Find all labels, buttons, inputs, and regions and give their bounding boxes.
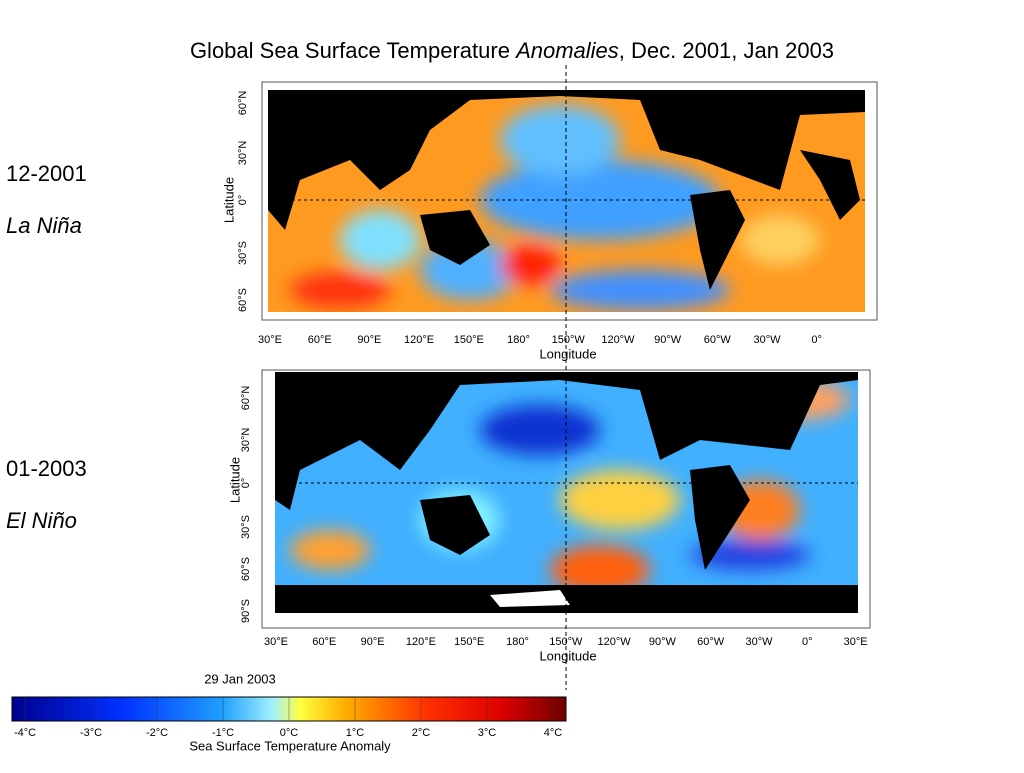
lat-tick-label: 30°S: [240, 515, 252, 539]
panel-date: 01-2003: [6, 456, 87, 481]
colorbar-tick-label: -2°C: [146, 727, 168, 739]
lat-tick-label: 60°S: [237, 288, 249, 312]
lon-tick-label: 60°W: [704, 334, 732, 346]
lon-tick-label: 60°W: [697, 636, 725, 648]
map-frame: [261, 81, 878, 321]
lon-tick-label: 30°E: [258, 334, 282, 346]
panel-event: El Niño: [6, 508, 77, 533]
lon-tick-label: 60°E: [312, 636, 336, 648]
lat-tick-label: 0°: [237, 195, 249, 206]
lat-tick-label: 60°N: [237, 91, 249, 116]
lon-tick-label: 90°E: [357, 334, 381, 346]
title-italic: Anomalies: [514, 38, 619, 63]
lon-tick-label: 150°E: [454, 636, 484, 648]
lat-tick-label: 60°S: [240, 557, 252, 581]
title: Global Sea Surface Temperature Anomalies…: [190, 38, 834, 63]
lon-tick-label: 120°W: [601, 334, 635, 346]
colorbar-label: Sea Surface Temperature Anomaly: [189, 738, 391, 753]
colorbar: [11, 696, 567, 722]
lat-tick-label: 60°N: [240, 386, 252, 411]
lon-tick-label: 30°E: [844, 636, 868, 648]
lat-tick-label: 30°N: [240, 428, 252, 453]
title-text: Global Sea Surface Temperature: [190, 38, 510, 63]
lon-tick-label: 30°E: [264, 636, 288, 648]
lon-tick-label: 180°: [507, 334, 530, 346]
colorbar-tick-label: 4°C: [544, 727, 563, 739]
lat-tick-label: 0°: [240, 478, 252, 489]
colorbar-date: 29 Jan 2003: [204, 671, 276, 686]
lon-tick-label: 30°W: [745, 636, 773, 648]
title-text: , Dec. 2001, Jan 2003: [619, 38, 834, 63]
colorbar-tick-label: -1°C: [212, 727, 234, 739]
colorbar-tick-label: -4°C: [14, 727, 36, 739]
colorbar-tick-label: 2°C: [412, 727, 431, 739]
lat-label: Latitude: [221, 177, 236, 223]
lon-tick-label: 0°: [802, 636, 813, 648]
lon-tick-label: 90°W: [654, 334, 682, 346]
lat-tick-label: 30°N: [237, 141, 249, 166]
lon-tick-label: 150°E: [454, 334, 484, 346]
colorbar-tick-label: -3°C: [80, 727, 102, 739]
colorbar-tick-label: 1°C: [346, 727, 365, 739]
lon-tick-label: 120°E: [404, 334, 434, 346]
lat-label: Latitude: [227, 457, 242, 503]
lat-tick-label: 30°S: [237, 241, 249, 265]
panel-event: La Niña: [6, 213, 82, 238]
lon-tick-label: 90°E: [361, 636, 385, 648]
colorbar-tick-label: 3°C: [478, 727, 497, 739]
lat-tick-label: 90°S: [240, 599, 252, 623]
lon-tick-label: 120°E: [406, 636, 436, 648]
lon-label: Longitude: [539, 648, 596, 663]
lon-tick-label: 90°W: [649, 636, 677, 648]
lon-label: Longitude: [539, 346, 596, 361]
lon-tick-label: 150°W: [549, 636, 583, 648]
lon-tick-label: 0°: [811, 334, 822, 346]
map: [268, 90, 865, 312]
panel-date: 12-2001: [6, 161, 87, 186]
lon-tick-label: 60°E: [308, 334, 332, 346]
lon-tick-label: 30°W: [753, 334, 781, 346]
colorbar-tick-label: 0°C: [280, 727, 299, 739]
lon-tick-label: 180°: [506, 636, 529, 648]
lon-tick-label: 120°W: [598, 636, 632, 648]
lon-tick-label: 150°W: [552, 334, 586, 346]
